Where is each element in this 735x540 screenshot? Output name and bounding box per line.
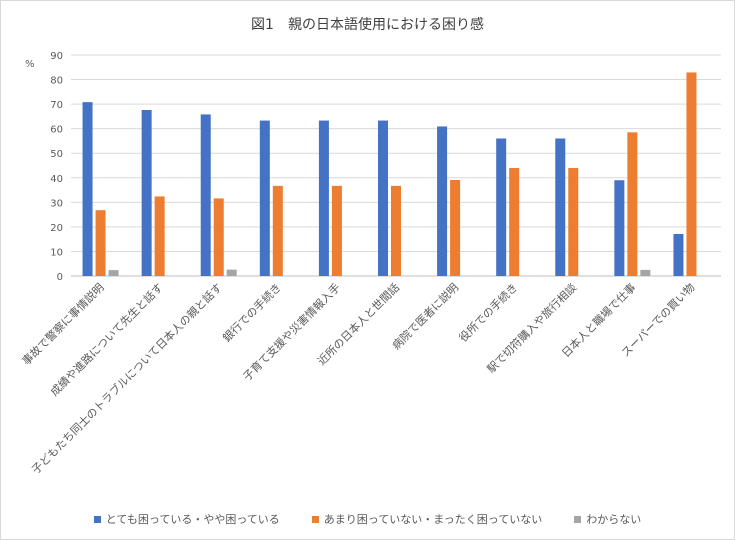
bar-7-series-1 (509, 167, 520, 276)
bar-5-series-1 (391, 185, 401, 276)
x-category-label: 役所での手続き (456, 280, 520, 344)
bar-2-series-0 (200, 114, 211, 277)
bar-5-series-0 (378, 120, 388, 277)
legend-label: あまり困っていない・まったく困っていない (323, 513, 543, 526)
bar-8-series-1 (568, 167, 579, 276)
legend-swatch (93, 515, 101, 523)
legend-swatch (311, 515, 319, 523)
bar-3-series-1 (272, 185, 283, 276)
x-axis-categories: 事故で警察に事情説明成績や進路について先生と話す子どもたち同士のトラブルについて… (19, 280, 698, 476)
y-tick-label: 40 (50, 174, 63, 185)
bar-0-series-1 (95, 210, 106, 276)
y-tick-label: 50 (50, 149, 63, 160)
y-tick-label: 10 (50, 247, 63, 258)
y-tick-label: 80 (50, 76, 63, 87)
bar-9-series-1 (627, 132, 638, 276)
bar-4-series-0 (318, 120, 329, 277)
legend-item-2: わからない (574, 511, 641, 527)
bar-10-series-1 (686, 72, 697, 276)
bar-10-series-0 (673, 234, 684, 276)
bar-6-series-0 (437, 126, 448, 276)
bar-7-series-0 (496, 138, 507, 276)
bar-6-series-1 (450, 179, 461, 276)
bar-1-series-0 (141, 110, 152, 276)
y-tick-label: 0 (57, 272, 63, 283)
y-tick-label: 30 (50, 198, 63, 209)
x-category-label: 銀行での手続き (220, 280, 284, 344)
legend-item-1: あまり困っていない・まったく困っていない (311, 511, 543, 527)
bar-2-series-1 (213, 198, 224, 276)
bar-3-series-0 (259, 120, 270, 277)
bar-0-series-2 (108, 270, 119, 276)
legend-swatch (574, 515, 582, 523)
legend-label: とても困っている・やや困っている (105, 513, 280, 526)
y-tick-label: 90 (50, 51, 63, 62)
bar-9-series-2 (640, 269, 651, 276)
y-tick-label: 60 (50, 125, 63, 136)
x-category-label: 成績や進路について先生と話す (47, 280, 166, 399)
bar-1-series-1 (154, 196, 165, 276)
bar-8-series-0 (555, 138, 566, 276)
chart-title: 図1 親の日本語使用における困り感 (251, 17, 484, 33)
y-axis-ticks: 0 10 20 30 40 50 60 70 80 90 (50, 51, 63, 283)
legend-label: わからない (586, 513, 642, 526)
y-tick-label: 70 (50, 100, 63, 111)
legend: とても困っている・やや困っている あまり困っていない・まったく困っていない わからな… (1, 511, 734, 527)
bar-0-series-0 (82, 102, 93, 276)
legend-item-0: とても困っている・やや困っている (93, 511, 280, 527)
y-axis-unit-label: % (25, 59, 35, 70)
bar-2-series-2 (226, 269, 237, 276)
bar-9-series-0 (614, 180, 625, 276)
y-tick-label: 20 (50, 223, 63, 234)
bars (82, 72, 697, 277)
bar-4-series-1 (331, 185, 342, 276)
x-category-label: 子育て支援や災害情報入手 (240, 280, 343, 383)
